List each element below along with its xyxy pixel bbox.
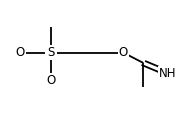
Text: O: O [46, 74, 55, 87]
Text: S: S [47, 46, 54, 59]
Text: O: O [16, 46, 25, 59]
Text: O: O [119, 46, 128, 59]
Text: NH: NH [159, 67, 177, 80]
